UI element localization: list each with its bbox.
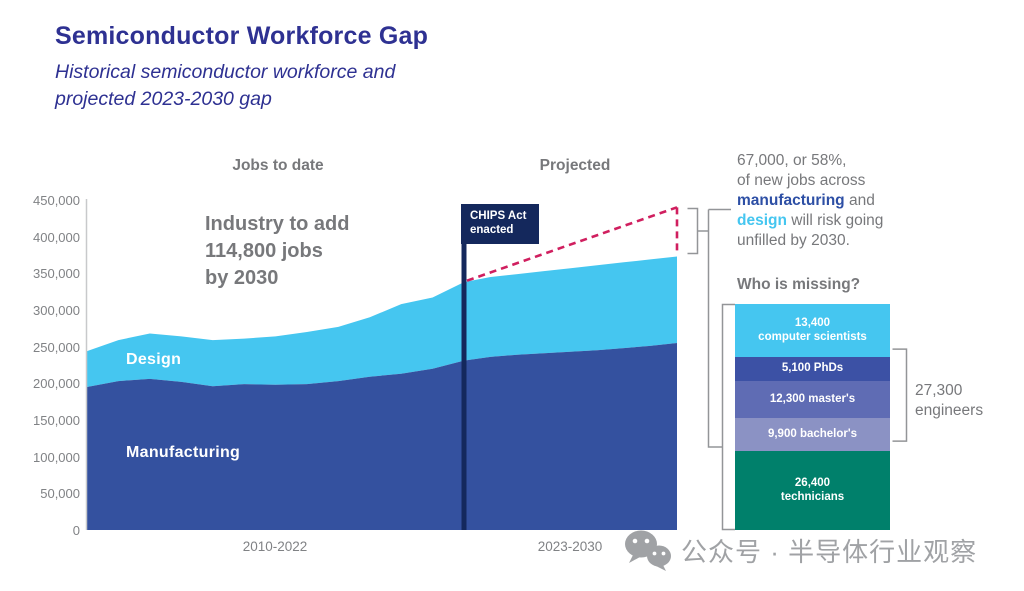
y-axis-tick-label: 50,000: [40, 486, 80, 502]
chart-annotation: Industry to add 114,800 jobs by 2030: [205, 211, 349, 292]
y-axis-tick-label: 150,000: [33, 413, 80, 428]
chips-act-vertical-line: [461, 205, 467, 530]
watermark: 公众号 · 半导体行业观察: [623, 529, 977, 571]
manufacturing-area-label: Manufacturing: [126, 444, 241, 461]
design-highlight: design: [737, 212, 787, 229]
column-header-jobs-to-date: Jobs to date: [232, 157, 324, 174]
annotation-line1: Industry to add: [205, 213, 350, 235]
gap-note-line3: manufacturing and: [737, 191, 883, 211]
bar-segment-4: 26,400 technicians: [735, 451, 890, 531]
who-is-missing-stacked-bar: 13,400 computer scientists 5,100 PhDs 12,30…: [735, 304, 890, 531]
x-axis-label-projected: 2023-2030: [537, 539, 603, 554]
annotation-line2: 114,800 jobs: [205, 240, 323, 262]
gap-note: 67,000, or 58%, of new jobs across manuf…: [737, 151, 883, 251]
y-axis-tick-label: 200,000: [33, 376, 80, 392]
y-axis-tick-label: 100,000: [33, 449, 80, 465]
engineers-bracket-label: 27,300 engineers: [915, 381, 983, 421]
y-axis-tick-label: 300,000: [33, 303, 80, 318]
y-axis-tick-label: 450,000: [33, 193, 80, 208]
bar-left-bracket: [721, 303, 735, 531]
chips-act-flag-line2: enacted: [470, 223, 514, 236]
gap-note-line3-rest: and: [844, 192, 875, 209]
y-axis-tick-label: 400,000: [33, 229, 80, 245]
page-subtitle: Historical semiconductor workforce and p…: [55, 59, 395, 113]
bar-segment-1: 5,100 PhDs: [735, 357, 890, 381]
bar-segment-label: 26,400: [794, 477, 831, 490]
bar-segment-label: computer scientists: [758, 330, 867, 343]
manufacturing-area: [87, 343, 677, 530]
page-subtitle-line1: Historical semiconductor workforce and: [55, 61, 396, 83]
engineers-bracket-label-line2: engineers: [915, 402, 984, 420]
wechat-icon: [625, 530, 671, 571]
bar-segment-label: 9,900 bachelor's: [767, 428, 858, 441]
bar-segment-label: 5,100 PhDs: [781, 362, 844, 375]
page-subtitle-line2: projected 2023-2030 gap: [55, 88, 272, 110]
connector-vertical-line: [707, 209, 723, 448]
y-axis-tick-label: 250,000: [33, 339, 80, 355]
bar-segment-3: 9,900 bachelor's: [735, 418, 890, 452]
gap-bracket: [687, 207, 699, 255]
page-title: Semiconductor Workforce Gap: [55, 22, 429, 50]
gap-note-line1: 67,000, or 58%,: [737, 152, 847, 169]
manufacturing-highlight: manufacturing: [737, 192, 845, 209]
design-area-label: Design: [126, 351, 182, 368]
engineers-bracket: [892, 348, 908, 442]
annotation-line3: by 2030: [205, 267, 279, 289]
y-axis: 450,000 400,000 350,000 300,000 250,000 200,0…: [6, 0, 80, 591]
bar-segment-label: technicians: [780, 490, 845, 503]
bar-segment-0: 13,400 computer scientists: [735, 304, 890, 358]
chips-act-flag: CHIPS Act enacted: [461, 204, 539, 244]
gap-note-line2: of new jobs across: [737, 172, 866, 189]
projected-need-dashed-line: [466, 206, 678, 282]
bar-segment-2: 12,300 master's: [735, 380, 890, 419]
chips-act-flag-line1: CHIPS Act: [470, 210, 527, 222]
who-is-missing-title: Who is missing?: [737, 276, 861, 293]
x-axis-label-historical: 2010-2022: [242, 539, 308, 554]
column-header-projected: Projected: [539, 157, 611, 174]
watermark-text: 公众号 · 半导体行业观察: [681, 536, 978, 567]
y-axis-tick-label: 0: [72, 523, 80, 538]
y-axis-tick-label: 350,000: [33, 266, 80, 282]
bar-segment-label: 13,400: [794, 317, 831, 330]
gap-note-line4-rest: will risk going: [786, 212, 884, 229]
bar-segment-label: 12,300 master's: [769, 392, 856, 405]
gap-note-line5: unfilled by 2030.: [737, 232, 850, 249]
gap-note-line4: design will risk going: [737, 211, 883, 231]
design-area: [87, 256, 677, 387]
engineers-bracket-label-line1: 27,300: [915, 382, 963, 400]
